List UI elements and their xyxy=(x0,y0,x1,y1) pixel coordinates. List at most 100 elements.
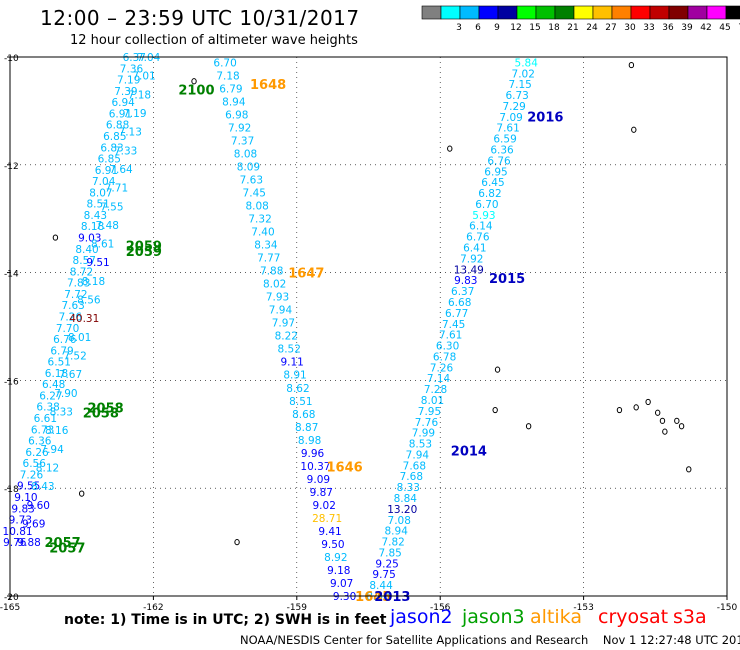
time-label: 2057 xyxy=(49,541,85,556)
swh-value-label: 8.68 xyxy=(292,409,315,421)
swh-value-label: 8.09 xyxy=(237,162,260,174)
swh-value-label: 7.08 xyxy=(388,515,411,527)
swh-value-label: 7.14 xyxy=(427,373,451,385)
y-tick-label: -10 xyxy=(4,54,19,64)
swh-value-label: 9.11 xyxy=(280,357,303,369)
swh-value-label: 7.77 xyxy=(257,253,280,265)
colorbar-swatch xyxy=(497,5,518,20)
island-outline xyxy=(616,406,623,414)
swh-value-label: 6.36 xyxy=(28,436,52,448)
swh-value-label: 7.39 xyxy=(114,86,137,98)
swh-value-label: 9.41 xyxy=(318,526,341,538)
x-tick-label: -156 xyxy=(430,603,451,613)
swh-value-label: 9.09 xyxy=(307,474,330,486)
swh-value-label: 7.26 xyxy=(20,469,44,481)
swh-value-label: 6.98 xyxy=(225,109,248,121)
swh-value-label: 7.63 xyxy=(61,300,84,312)
swh-value-label: 6.70 xyxy=(213,57,236,69)
swh-value-label: 5.93 xyxy=(472,210,495,222)
swh-value-label: 6.26 xyxy=(25,447,49,459)
colorbar-label: 9 xyxy=(494,23,500,33)
swh-value-label: 9.83 xyxy=(11,503,34,515)
swh-value-label: 7.04 xyxy=(137,52,161,64)
island-outline xyxy=(628,61,635,69)
time-label: 2015 xyxy=(489,272,525,287)
colorbar-swatch xyxy=(725,5,740,20)
swh-value-label: 8.12 xyxy=(36,462,59,474)
swh-value-label: 7.99 xyxy=(412,428,435,440)
swh-value-label: 6.79 xyxy=(219,83,242,95)
swh-value-label: 9.10 xyxy=(14,492,37,504)
legend-altika: altika xyxy=(530,606,582,628)
swh-value-label: 6.37 xyxy=(451,286,474,298)
swh-value-label: 7.72 xyxy=(64,289,87,301)
swh-value-label: 6.76 xyxy=(466,232,490,244)
swh-value-label: 7.04 xyxy=(92,176,116,188)
legend-jason2: jason2 xyxy=(390,606,453,628)
swh-value-label: 7.37 xyxy=(231,135,254,147)
swh-value-label: 7.40 xyxy=(251,227,274,239)
swh-value-label: 8.44 xyxy=(369,580,393,592)
colorbar-label: 21 xyxy=(567,23,578,33)
swh-value-label: 9.87 xyxy=(310,487,333,499)
swh-value-label: 6.14 xyxy=(469,221,493,233)
colorbar-swatch xyxy=(573,5,594,20)
swh-value-label: 28.71 xyxy=(312,513,342,525)
x-tick-label: -165 xyxy=(0,603,20,613)
island-outlines xyxy=(52,61,692,546)
swh-value-label: 9.03 xyxy=(78,233,101,245)
axes-frame: -165 -162 -159 -156 -153 -150 -10 -12 -14 -16 -18 -… xyxy=(0,54,737,613)
colorbar-label: 33 xyxy=(643,23,654,33)
plot-frame xyxy=(9,56,728,597)
island-outline xyxy=(674,417,680,424)
island-outline xyxy=(492,406,498,414)
swh-value-label: 8.56 xyxy=(77,295,101,307)
swh-value-label: 6.36 xyxy=(490,145,514,157)
colorbar-label: 42 xyxy=(700,23,711,33)
swh-value-label: 8.98 xyxy=(298,435,321,447)
swh-value-label: 8.18 xyxy=(81,221,104,233)
swh-value-label: 9.75 xyxy=(372,569,395,581)
swh-value-label: 6.51 xyxy=(48,357,71,369)
swh-value-label: 7.45 xyxy=(442,319,465,331)
swh-value-label: 7.19 xyxy=(123,108,146,120)
time-label: 1647 xyxy=(288,267,324,282)
swh-value-label: 8.08 xyxy=(245,201,268,213)
colorbar-label: 27 xyxy=(605,23,616,33)
swh-value-label: 9.51 xyxy=(86,257,109,269)
colorbar-label: 18 xyxy=(548,23,560,33)
island-outline xyxy=(686,466,692,473)
swh-value-label: 7.26 xyxy=(59,311,83,323)
swh-value-label: 7.94 xyxy=(406,449,430,461)
swh-value-label: 8.34 xyxy=(254,240,278,252)
swh-value-label: 8.51 xyxy=(289,396,312,408)
swh-value-label: 7.55 xyxy=(100,201,123,213)
swh-value-label: 7.83 xyxy=(67,278,90,290)
swh-value-label: 8.16 xyxy=(45,425,69,437)
legend-cryosat: cryosat xyxy=(598,606,669,628)
colorbar-swatch xyxy=(649,5,670,20)
colorbar-label: 36 xyxy=(662,23,674,33)
time-label: 2013 xyxy=(374,590,410,605)
swh-value-label: 8.30 xyxy=(366,591,389,603)
swh-value-label: 8.72 xyxy=(70,266,93,278)
swh-value-label: 7.61 xyxy=(439,330,462,342)
swh-value-label: 7.95 xyxy=(418,406,441,418)
swh-value-label: 6.70 xyxy=(475,199,498,211)
swh-value-label: 8.22 xyxy=(275,331,298,343)
page-title: 12:00 – 23:59 UTC 10/31/2017 xyxy=(40,6,360,30)
swh-value-label: 8.33 xyxy=(397,482,420,494)
swh-value-label: 7.64 xyxy=(109,164,133,176)
swh-value-label: 7.76 xyxy=(415,417,439,429)
swh-value-label: 7.13 xyxy=(119,127,142,139)
swh-value-label: 7.92 xyxy=(228,122,251,134)
swh-value-label: 8.91 xyxy=(283,370,306,382)
swh-value-label: 8.33 xyxy=(50,406,73,418)
swh-value-label: 7.82 xyxy=(381,537,404,549)
colorbar-label: 15 xyxy=(529,23,540,33)
swh-value-label: 8.61 xyxy=(91,239,114,251)
time-label: 1648 xyxy=(250,78,286,93)
island-outline xyxy=(79,490,85,497)
swh-value-label: 6.18 xyxy=(45,368,68,380)
swh-value-label: 6.48 xyxy=(42,379,65,391)
